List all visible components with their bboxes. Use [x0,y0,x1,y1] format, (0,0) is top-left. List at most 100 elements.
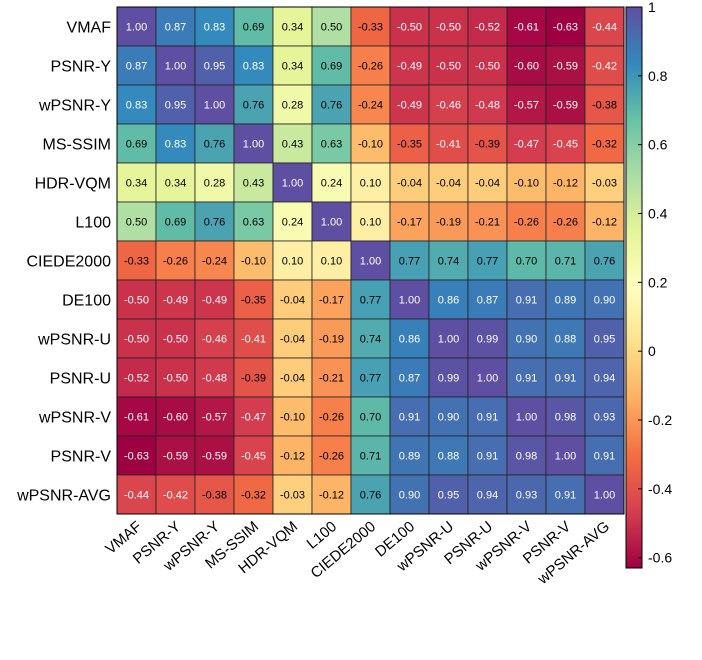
heatmap-cell-r10-c4 [272,396,313,437]
cell-value-r9-c3: -0.39 [241,373,266,385]
cell-value-r11-c5: -0.26 [319,451,344,463]
cell-value-r6-c7: 0.77 [399,256,420,268]
cell-value-r11-c4: -0.12 [280,451,305,463]
y-axis-labels: VMAF PSNR-Y wPSNR-Y MS-SSIM HDR-VQM L100 CIEDE… [16,20,111,505]
cell-value-r8-c0: -0.50 [124,334,149,346]
heatmap-cell-r1-c7 [389,45,430,86]
heatmap-cell-r5-c4 [272,201,313,242]
cell-value-r2-c7: -0.49 [397,100,422,112]
cell-value-r12-c11: 0.91 [555,490,576,502]
cell-value-r12-c9: 0.94 [477,490,498,502]
cell-value-r11-c7: 0.89 [399,451,420,463]
cell-value-r1-c2: 0.95 [204,61,225,73]
cell-value-r8-c11: 0.88 [555,334,576,346]
heatmap-cell-r6-c6 [350,240,391,281]
cell-value-r10-c12: 0.93 [594,412,615,424]
cell-value-r10-c8: 0.90 [438,412,459,424]
heatmap-cell-r4-c11 [545,162,586,203]
cell-value-r8-c2: -0.46 [202,334,227,346]
cell-value-r2-c1: 0.95 [165,100,186,112]
cell-value-r0-c7: -0.50 [397,22,422,34]
heatmap-cell-r5-c8 [428,201,469,242]
heatmap-cell-r7-c12 [584,279,625,320]
cell-value-r0-c2: 0.83 [204,22,225,34]
heatmap-cell-r6-c12 [584,240,625,281]
cell-value-r11-c9: 0.91 [477,451,498,463]
cell-value-r5-c6: 0.10 [360,217,381,229]
cell-value-r12-c6: 0.76 [360,490,381,502]
colorbar-tick-label-4: 0.2 [648,274,668,290]
cell-value-r9-c0: -0.52 [124,373,149,385]
heatmap-cell-r7-c3 [233,279,274,320]
cell-value-r12-c5: -0.12 [319,490,344,502]
cell-value-r12-c8: 0.95 [438,490,459,502]
heatmap-cell-r9-c6 [350,357,391,398]
y-label-8: wPSNR-U [37,332,111,349]
cell-value-r9-c5: -0.21 [319,373,344,385]
heatmap-cell-r4-c1 [155,162,196,203]
heatmap-cell-r0-c11 [545,6,586,47]
cell-value-r8-c12: 0.95 [594,334,615,346]
heatmap-cell-r9-c10 [506,357,547,398]
cell-value-r2-c8: -0.46 [436,100,461,112]
cell-value-r12-c7: 0.90 [399,490,420,502]
heatmap-cell-r0-c1 [155,6,196,47]
heatmap-cell-r11-c12 [584,435,625,476]
cell-value-r5-c12: -0.12 [592,217,617,229]
y-label-7: DE100 [62,293,111,310]
cell-value-r8-c7: 0.86 [399,334,420,346]
heatmap-cell-r6-c5 [311,240,352,281]
heatmap-cell-r7-c11 [545,279,586,320]
heatmap-cell-r11-c8 [428,435,469,476]
heatmap-cell-r3-c2 [194,123,235,164]
cell-value-r9-c12: 0.94 [594,373,615,385]
cell-value-r9-c2: -0.48 [202,373,227,385]
heatmap-cell-r5-c12 [584,201,625,242]
cell-value-r5-c2: 0.76 [204,217,225,229]
cell-value-r0-c6: -0.33 [358,22,383,34]
cell-value-r4-c8: -0.04 [436,178,461,190]
heatmap-cell-r1-c4 [272,45,313,86]
colorbar-tick-label-3: 0.4 [648,206,668,222]
cell-value-r12-c2: -0.38 [202,490,227,502]
cell-value-r1-c8: -0.50 [436,61,461,73]
colorbar-ticks: 1 0.8 0.6 0.4 0.2 0 -0.2 -0.4 -0.6 [638,0,672,566]
y-label-5: L100 [75,215,111,232]
heatmap-cell-r4-c6 [350,162,391,203]
heatmap-cell-r11-c7 [389,435,430,476]
cell-value-r12-c12: 1.00 [594,490,615,502]
colorbar-tick-label-5: 0 [648,343,656,359]
y-label-3: MS-SSIM [43,137,111,154]
heatmap-cell-r11-c2 [194,435,235,476]
heatmap-cell-r5-c11 [545,201,586,242]
cell-value-r2-c10: -0.57 [514,100,539,112]
cell-value-r1-c7: -0.49 [397,61,422,73]
cell-value-r12-c0: -0.44 [124,490,149,502]
cell-value-r4-c0: 0.34 [126,178,147,190]
cell-value-r0-c1: 0.87 [165,22,186,34]
cell-value-r9-c1: -0.50 [163,373,188,385]
heatmap-cell-r9-c5 [311,357,352,398]
cell-value-r10-c10: 1.00 [516,412,537,424]
heatmap-cell-r0-c5 [311,6,352,47]
cell-value-r8-c10: 0.90 [516,334,537,346]
heatmap-cell-r8-c8 [428,318,469,359]
heatmap-cell-r10-c3 [233,396,274,437]
cell-value-r5-c4: 0.24 [282,217,303,229]
heatmap-cell-r7-c6 [350,279,391,320]
heatmap-cell-r0-c7 [389,6,430,47]
heatmap-cell-r11-c11 [545,435,586,476]
heatmap-cell-r7-c8 [428,279,469,320]
cell-value-r4-c4: 1.00 [282,178,303,190]
cell-value-r2-c3: 0.76 [243,100,264,112]
heatmap-cell-r12-c11 [545,474,586,515]
cell-value-r5-c8: -0.19 [436,217,461,229]
heatmap-cell-r9-c1 [155,357,196,398]
heatmap-cell-r11-c3 [233,435,274,476]
cell-value-r11-c2: -0.59 [202,451,227,463]
cell-value-r10-c2: -0.57 [202,412,227,424]
heatmap-cell-r9-c0 [116,357,157,398]
heatmap-cell-r12-c9 [467,474,508,515]
cell-value-r2-c9: -0.48 [475,100,500,112]
heatmap-cell-r7-c5 [311,279,352,320]
